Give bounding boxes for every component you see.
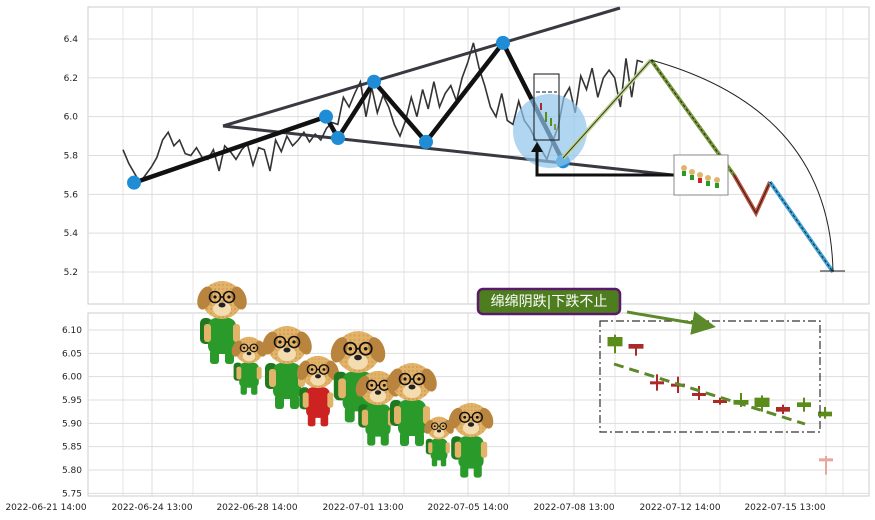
upper-y-tick-label: 6.2 bbox=[64, 74, 78, 84]
upper-y-tick-label: 6.0 bbox=[64, 113, 79, 123]
x-tick-label: 2022-07-08 13:00 bbox=[533, 503, 614, 513]
highlight-circle bbox=[513, 94, 587, 168]
mini-box bbox=[533, 73, 560, 141]
lower-y-tick-label: 6.05 bbox=[62, 349, 82, 359]
x-tick-label: 2022-07-15 13:00 bbox=[744, 503, 825, 513]
x-tick-label: 2022-06-28 14:00 bbox=[216, 503, 297, 513]
mascot-dog bbox=[262, 326, 312, 409]
annotation-label: 绵绵阴跌|下跌不止 bbox=[491, 293, 608, 310]
upper-y-tick-label: 5.2 bbox=[64, 268, 78, 278]
candle-body bbox=[754, 397, 770, 407]
candle-body bbox=[692, 393, 706, 396]
candle-body bbox=[607, 337, 623, 347]
mascot-dog bbox=[424, 416, 454, 467]
pivot-point bbox=[319, 109, 333, 124]
x-tick-label: 2022-07-01 13:00 bbox=[322, 503, 403, 513]
mascot-dog bbox=[296, 355, 340, 427]
forecast-arc bbox=[650, 59, 834, 273]
upper-trend-line bbox=[222, 6, 621, 128]
upper-y-tick-label: 6.4 bbox=[64, 35, 79, 45]
lower-y-tick-label: 6.10 bbox=[62, 326, 82, 336]
mascot-dog bbox=[387, 363, 437, 446]
x-axis: 2022-06-21 14:00 2022-06-24 13:00 2022-06-… bbox=[5, 503, 825, 513]
pivot-point bbox=[331, 131, 345, 146]
x-tick-label: 2022-06-24 13:00 bbox=[111, 503, 192, 513]
lower-y-axis: 5.75 5.80 5.85 5.90 5.95 6.00 6.05 6.10 bbox=[62, 326, 82, 499]
bracket-arrow-head bbox=[531, 142, 543, 152]
annotation-arrow bbox=[626, 310, 716, 335]
candle-body bbox=[776, 407, 790, 412]
pivot-point bbox=[127, 175, 141, 190]
mascot-group bbox=[197, 281, 494, 478]
annotation-box bbox=[476, 287, 622, 316]
mascot-dog bbox=[231, 336, 267, 395]
annotation: 绵绵阴跌|下跌不止 bbox=[476, 287, 716, 335]
forecast-green-core bbox=[650, 59, 735, 176]
upper-y-tick-label: 5.4 bbox=[64, 229, 79, 239]
candle-body bbox=[650, 381, 664, 385]
bracket-arrow bbox=[535, 150, 690, 177]
lower-y-tick-label: 5.85 bbox=[62, 443, 82, 453]
mini-candles bbox=[540, 103, 556, 130]
pivot-point bbox=[367, 74, 381, 89]
upper-y-tick-label: 5.6 bbox=[64, 190, 79, 200]
pivot-point bbox=[419, 134, 433, 149]
lower-y-tick-label: 6.00 bbox=[62, 373, 82, 383]
x-tick-label: 2022-07-05 14:00 bbox=[427, 503, 508, 513]
forecast-blue-core bbox=[769, 181, 834, 273]
candle-body bbox=[819, 458, 833, 462]
lower-y-tick-label: 5.95 bbox=[62, 396, 82, 406]
lower-y-tick-label: 5.75 bbox=[62, 489, 82, 499]
candle-body bbox=[713, 400, 727, 403]
selection-box bbox=[599, 320, 821, 433]
lower-y-tick-label: 5.90 bbox=[62, 419, 82, 429]
upper-y-tick-label: 5.8 bbox=[64, 152, 79, 162]
candle-body bbox=[628, 344, 644, 349]
x-tick-label: 2022-06-21 14:00 bbox=[5, 503, 86, 513]
mascot-thumbnail bbox=[673, 154, 729, 196]
mascot-dog bbox=[448, 402, 494, 478]
x-tick-label: 2022-07-12 14:00 bbox=[639, 503, 720, 513]
mascot-dog bbox=[197, 281, 247, 364]
pivot-point bbox=[496, 35, 510, 50]
candle-body bbox=[797, 402, 811, 407]
downtrend-dashed bbox=[613, 362, 806, 426]
upper-y-axis: 5.2 5.4 5.6 5.8 6.0 6.2 6.4 bbox=[64, 35, 79, 278]
forecast-rise-core bbox=[562, 59, 652, 159]
candle-body bbox=[818, 411, 832, 417]
forecast-red-core bbox=[733, 174, 771, 215]
lower-y-tick-label: 5.80 bbox=[62, 466, 82, 476]
